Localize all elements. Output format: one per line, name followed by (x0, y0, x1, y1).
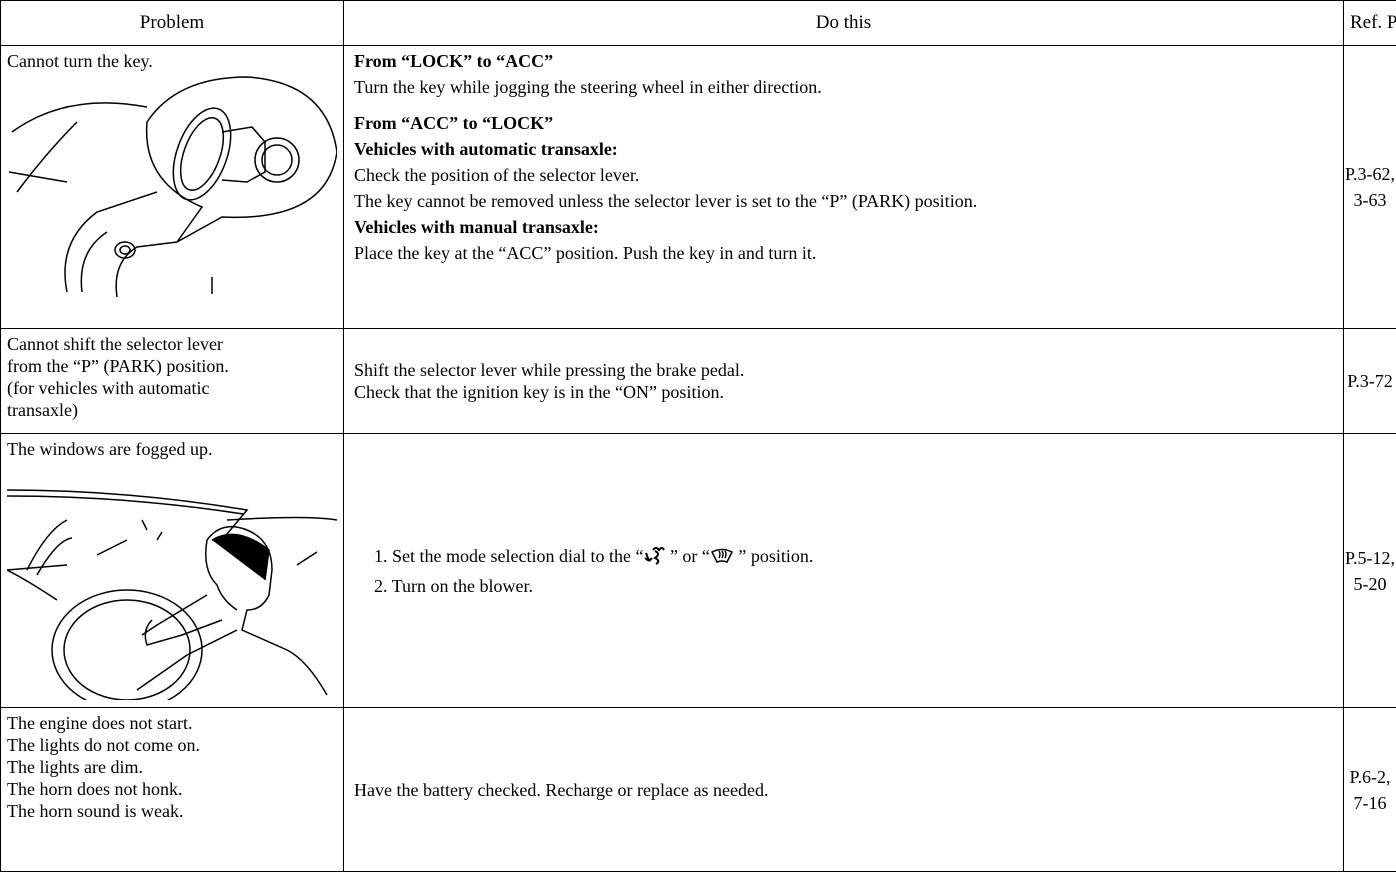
row: The engine does not start. The lights do… (0, 707, 1396, 872)
ref-cell: P.5-12, 5-20 (1343, 433, 1396, 708)
problem-text: The windows are fogged up. (7, 439, 213, 459)
problem-cell: Cannot turn the key. (0, 45, 344, 329)
ref-text: P.5-12, (1344, 547, 1395, 568)
header-cell: Ref. Page (1343, 0, 1396, 46)
problem-text: The horn sound is weak. (7, 801, 184, 821)
key-illustration (8, 76, 337, 298)
windshield-illustration (7, 489, 337, 700)
problem-text: (for vehicles with automatic (7, 378, 210, 398)
ref-text: P.3-62, (1344, 164, 1395, 184)
action-text: ” position. (733, 545, 814, 566)
sub-heading: Vehicles with automatic transaxle: (354, 139, 618, 159)
action-cell: Have the battery checked. Recharge or re… (343, 707, 1344, 872)
section-heading: From “LOCK” to “ACC” (354, 51, 554, 71)
section-heading: From “ACC” to “LOCK” (354, 113, 554, 133)
problem-cell: The engine does not start. The lights do… (0, 707, 344, 872)
header-cell: Do this (343, 0, 1344, 46)
action-cell: From “LOCK” to “ACC” Turn the key while … (343, 45, 1344, 329)
row: Cannot shift the selector lever from the… (0, 328, 1396, 434)
ref-text: P.6-2, (1349, 766, 1391, 787)
action-text: Have the battery checked. Recharge or re… (354, 779, 769, 800)
problem-text: The lights do not come on. (7, 735, 200, 755)
ref-cell: P.6-2, 7-16 (1343, 707, 1396, 872)
defrost-floor-icon (644, 546, 666, 565)
ref-cell: P.3-62, 3-63 (1343, 45, 1396, 329)
problem-text: The engine does not start. (7, 713, 193, 733)
ref-cell: P.3-72 (1343, 328, 1396, 434)
ref-text: 5-20 (1353, 573, 1387, 594)
row: Cannot turn the key. From “LOCK” to “ACC… (0, 45, 1396, 329)
action-text: Place the key at the “ACC” position. Pus… (354, 243, 817, 263)
problem-text: The horn does not honk. (7, 779, 183, 799)
sub-heading: Vehicles with manual transaxle: (354, 217, 599, 237)
problem-cell: The windows are fogged up. (0, 433, 344, 708)
action-text: 1. Set the mode selection dial to the “ … (374, 541, 1337, 571)
action-text: Check the position of the selector lever… (354, 165, 640, 185)
action-cell: Shift the selector lever while pressing … (343, 328, 1344, 434)
action-text: ” or “ (665, 545, 710, 566)
action-text: Check that the ignition key is in the “O… (354, 382, 724, 402)
ref-text: P.3-72 (1347, 371, 1393, 391)
row: The windows are fogged up. 1. Set the mo… (0, 433, 1396, 708)
action-text: The key cannot be removed unless the sel… (354, 191, 978, 211)
problem-cell: Cannot shift the selector lever from the… (0, 328, 344, 434)
action-text: Shift the selector lever while pressing … (354, 360, 745, 380)
defrost-icon (710, 548, 733, 563)
action-text: 2. Turn on the blower. (374, 575, 534, 596)
header-cell: Problem (0, 0, 344, 46)
problem-text: Cannot turn the key. (7, 51, 153, 71)
problem-text: from the “P” (PARK) position. (7, 356, 229, 376)
header-row: Problem Do this Ref. Page (0, 0, 1396, 46)
ref-text: 7-16 (1353, 792, 1387, 813)
problem-text: transaxle) (7, 400, 78, 420)
problem-text: Cannot shift the selector lever (7, 334, 223, 354)
ref-text: 3-63 (1353, 190, 1387, 210)
action-cell: 1. Set the mode selection dial to the “ … (343, 433, 1344, 708)
action-text: Turn the key while jogging the steering … (354, 77, 822, 97)
action-text: 1. Set the mode selection dial to the “ (374, 545, 644, 566)
problem-text: The lights are dim. (7, 757, 143, 777)
